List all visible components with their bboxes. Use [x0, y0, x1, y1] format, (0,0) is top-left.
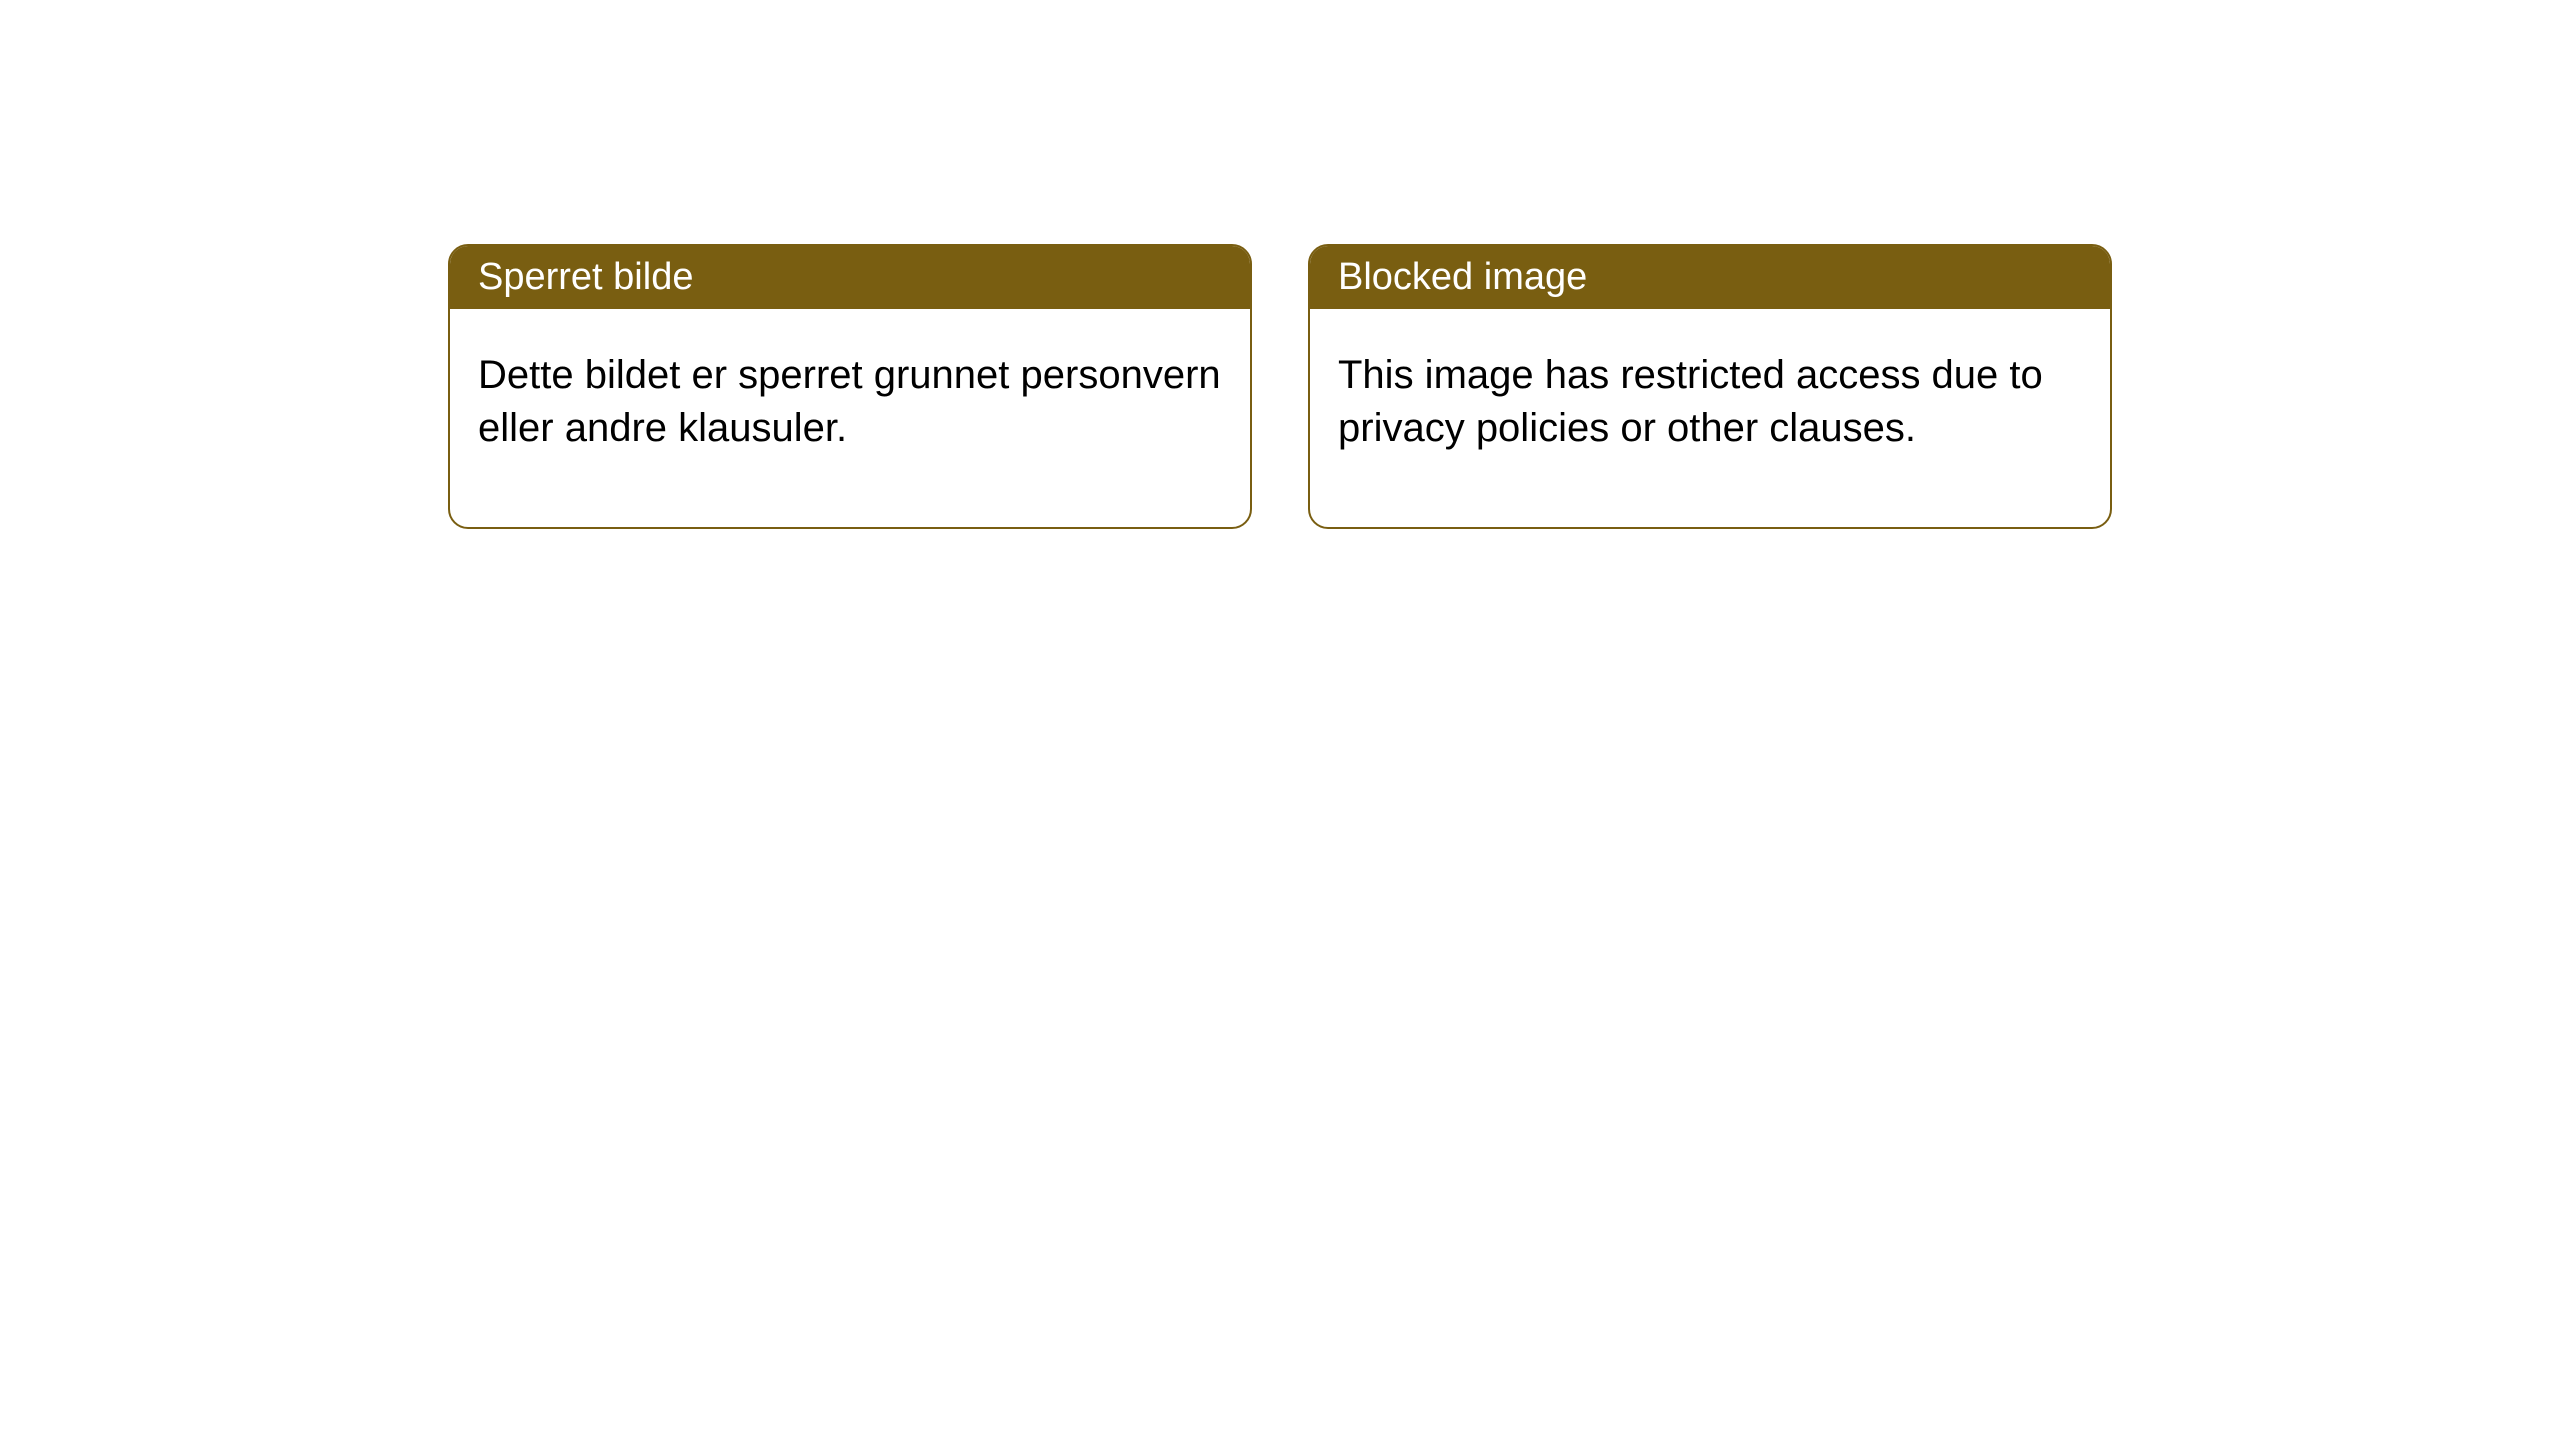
card-header: Sperret bilde [450, 246, 1250, 309]
card-title: Blocked image [1338, 256, 2082, 299]
card-title: Sperret bilde [478, 256, 1222, 299]
card-message: This image has restricted access due to … [1338, 349, 2082, 455]
cards-container: Sperret bilde Dette bildet er sperret gr… [0, 0, 2560, 529]
card-body: This image has restricted access due to … [1310, 309, 2110, 527]
blocked-image-card-english: Blocked image This image has restricted … [1308, 244, 2112, 529]
blocked-image-card-norwegian: Sperret bilde Dette bildet er sperret gr… [448, 244, 1252, 529]
card-body: Dette bildet er sperret grunnet personve… [450, 309, 1250, 527]
card-header: Blocked image [1310, 246, 2110, 309]
card-message: Dette bildet er sperret grunnet personve… [478, 349, 1222, 455]
